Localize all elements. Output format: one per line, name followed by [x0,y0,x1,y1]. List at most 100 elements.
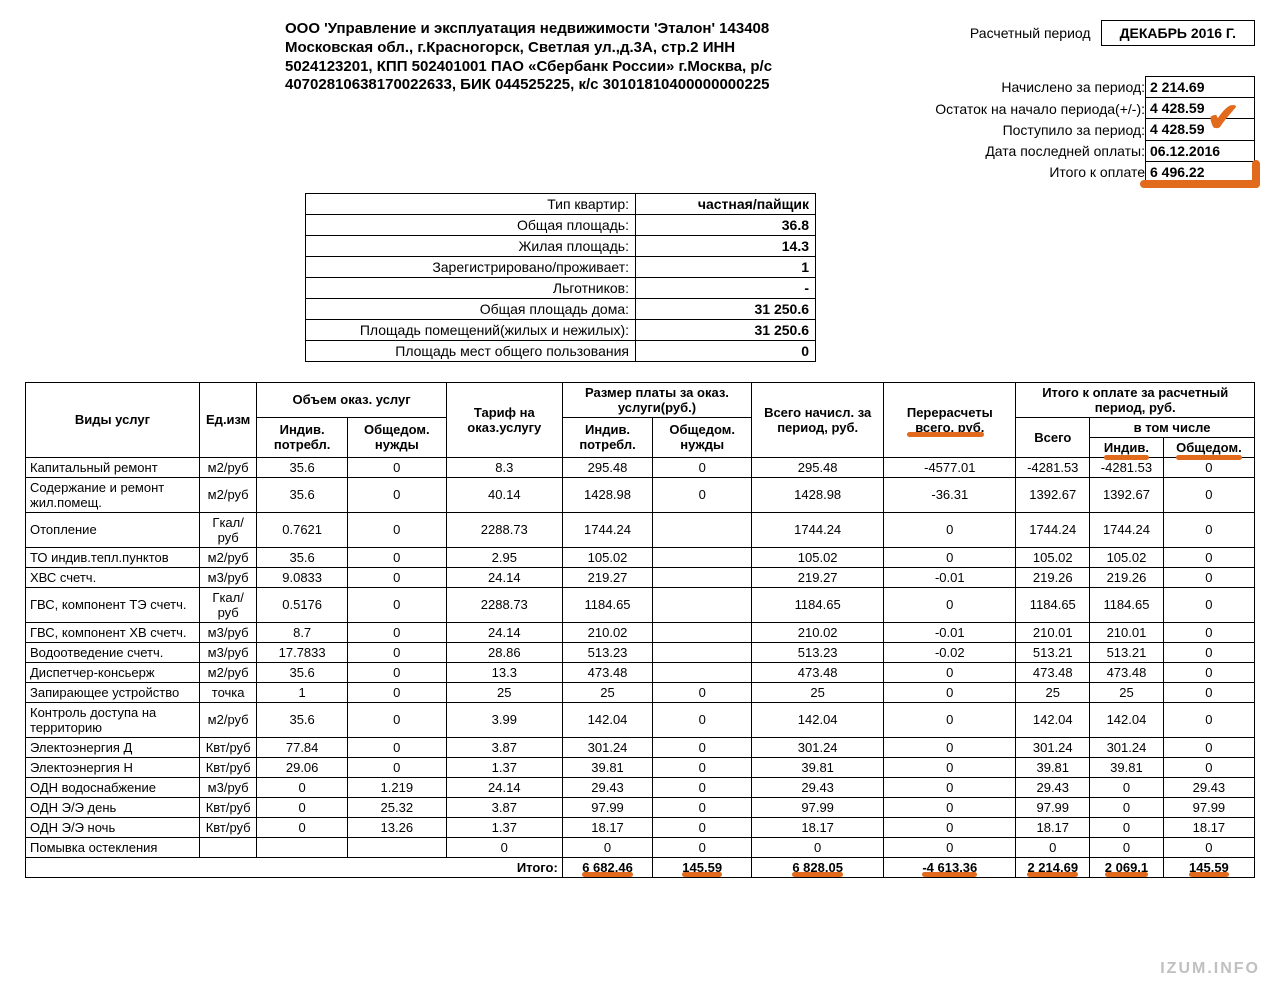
service-cell: 0 [884,757,1016,777]
service-cell: 29.06 [257,757,347,777]
service-cell: 1184.65 [562,587,652,622]
service-cell: 0 [347,642,446,662]
col-tariff: Тариф на оказ.услугу [446,382,562,457]
service-row: ТО индив.тепл.пунктовм2/руб35.602.95105.… [26,547,1255,567]
service-cell: 219.27 [562,567,652,587]
service-cell: 1.37 [446,757,562,777]
service-cell: 219.27 [752,567,884,587]
total-val: 145.59 [682,860,722,875]
service-row: Диспетчер-консьержм2/руб35.6013.3473.484… [26,662,1255,682]
col-total-indiv: Индив. [1090,437,1164,457]
service-cell: 40.14 [446,477,562,512]
apartment-label: Площадь мест общего пользования [306,340,636,361]
checkmark-icon: ✔ [1206,95,1240,141]
service-cell: 210.02 [562,622,652,642]
service-cell: м2/руб [199,702,257,737]
service-cell: 105.02 [1016,547,1090,567]
service-name: Помывка остекления [26,837,200,857]
summary-label: Остаток на начало периода(+/-): [935,100,1145,118]
service-cell: 0 [884,797,1016,817]
apartment-row: Площадь помещений(жилых и нежилых):31 25… [306,319,816,340]
service-cell: 0 [347,587,446,622]
apartment-value: 36.8 [636,214,816,235]
service-cell: 0 [884,662,1016,682]
service-cell: 0 [1163,587,1254,622]
service-cell: 0 [446,837,562,857]
service-cell: 0 [347,737,446,757]
service-cell: 301.24 [752,737,884,757]
services-table: Виды услуг Ед.изм Объем оказ. услуг Тари… [25,382,1255,878]
service-cell: -0.02 [884,642,1016,662]
col-fee-common: Общедом. нужды [653,417,752,457]
service-name: ОДН Э/Э ночь [26,817,200,837]
service-cell: 18.17 [1163,817,1254,837]
col-total-common: Общедом. [1163,437,1254,457]
service-cell: 2.95 [446,547,562,567]
total-fee-indiv: 6 682.46 [562,857,652,877]
service-cell: 1392.67 [1090,477,1164,512]
service-cell: 1428.98 [562,477,652,512]
summary-label: Начислено за период: [1001,78,1145,96]
service-row: ОДН Э/Э деньКвт/руб025.323.8797.99097.99… [26,797,1255,817]
service-row: ОДН Э/Э ночьКвт/руб013.261.3718.17018.17… [26,817,1255,837]
col-total-common-label: Общедом. [1176,440,1242,455]
service-cell [653,512,752,547]
service-cell: 18.17 [752,817,884,837]
service-cell: 0 [347,547,446,567]
service-cell: 142.04 [562,702,652,737]
service-cell: 35.6 [257,662,347,682]
service-cell: 1744.24 [1016,512,1090,547]
service-cell: 1744.24 [752,512,884,547]
service-cell: -0.01 [884,567,1016,587]
service-row: Содержание и ремонт жил.помещ.м2/руб35.6… [26,477,1255,512]
service-cell: 8.7 [257,622,347,642]
service-cell: 0 [884,837,1016,857]
service-cell [653,642,752,662]
apartment-row: Льготников:- [306,277,816,298]
billing-period: Расчетный период ДЕКАБРЬ 2016 Г. [935,20,1255,46]
service-cell: 39.81 [1090,757,1164,777]
col-recalc-label: Перерасчеты всего, руб. [907,405,993,435]
service-row: Электоэнергия ДКвт/руб77.8403.87301.2403… [26,737,1255,757]
service-cell: 0 [562,837,652,857]
service-cell: 1392.67 [1016,477,1090,512]
service-row: Капитальный ремонтм2/руб35.608.3295.4802… [26,457,1255,477]
service-cell: 39.81 [562,757,652,777]
service-cell: 35.6 [257,457,347,477]
service-name: ХВС счетч. [26,567,200,587]
service-cell: 29.43 [1163,777,1254,797]
service-cell: 39.81 [1016,757,1090,777]
summary-label: Итого к оплате [1049,163,1145,181]
service-cell [653,587,752,622]
service-cell: 0 [884,737,1016,757]
service-cell: м2/руб [199,662,257,682]
service-cell: 0 [884,547,1016,567]
service-cell: Гкал/руб [199,512,257,547]
service-cell: 13.26 [347,817,446,837]
service-name: ТО индив.тепл.пунктов [26,547,200,567]
service-cell: 0 [653,682,752,702]
service-cell: Квт/руб [199,797,257,817]
col-total-indiv-label: Индив. [1104,440,1149,455]
service-cell: 25 [752,682,884,702]
service-cell: 25 [446,682,562,702]
service-cell: 25 [562,682,652,702]
service-cell: 0 [752,837,884,857]
col-volume: Объем оказ. услуг [257,382,446,417]
col-recalc: Перерасчеты всего, руб. [884,382,1016,457]
summary-label: Дата последней оплаты: [985,142,1145,160]
service-row: Запирающее устройствоточка10252502502525… [26,682,1255,702]
organization-block: ООО 'Управление и эксплуатация недвижимо… [285,20,805,95]
service-cell: 0 [347,682,446,702]
service-cell [257,837,347,857]
total-all: 2 214.69 [1016,857,1090,877]
service-cell: 1.219 [347,777,446,797]
total-val: 145.59 [1189,860,1229,875]
service-cell: -4577.01 [884,457,1016,477]
service-cell: 0 [347,622,446,642]
service-cell: 3.87 [446,797,562,817]
service-cell: 0 [1090,837,1164,857]
summary-total-due: 6 496.22 [1145,162,1255,183]
service-cell: 0 [884,682,1016,702]
service-cell: 18.17 [562,817,652,837]
